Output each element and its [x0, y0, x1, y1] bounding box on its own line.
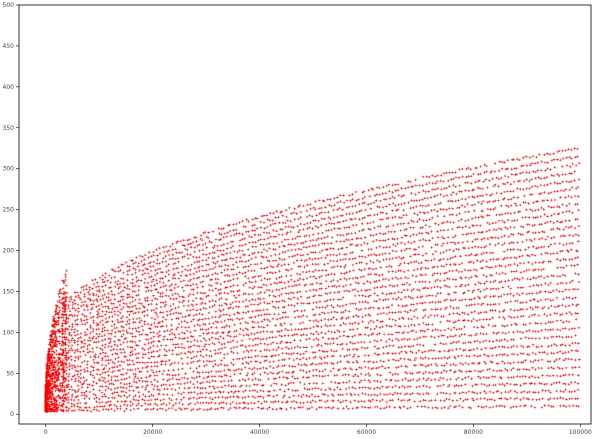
y-tick-label: 400 [3, 84, 15, 91]
x-axis: 0 20000 40000 60000 80000 100000 [44, 424, 592, 436]
y-tick-label: 250 [3, 207, 15, 214]
y-tick-label: 100 [3, 329, 15, 336]
x-tick-label: 0 [44, 429, 48, 436]
x-tick-label: 20000 [143, 429, 162, 436]
data-points [44, 147, 581, 413]
y-tick-label: 300 [3, 166, 15, 173]
x-tick-label: 40000 [250, 429, 269, 436]
x-tick-label: 100000 [569, 429, 592, 436]
y-axis: 0 50 100 150 200 250 300 350 400 450 500 [3, 2, 19, 418]
y-tick-label: 150 [3, 288, 15, 295]
scatter-point-markers [44, 147, 581, 413]
y-tick-label: 350 [3, 125, 15, 132]
x-tick-label: 60000 [357, 429, 376, 436]
y-tick-label: 0 [10, 411, 14, 418]
x-tick-label: 80000 [464, 429, 483, 436]
plot-frame [18, 4, 592, 425]
y-tick-label: 50 [6, 370, 14, 377]
y-tick-label: 200 [3, 248, 15, 255]
y-tick-label: 450 [3, 43, 15, 50]
y-tick-label: 500 [3, 2, 15, 9]
